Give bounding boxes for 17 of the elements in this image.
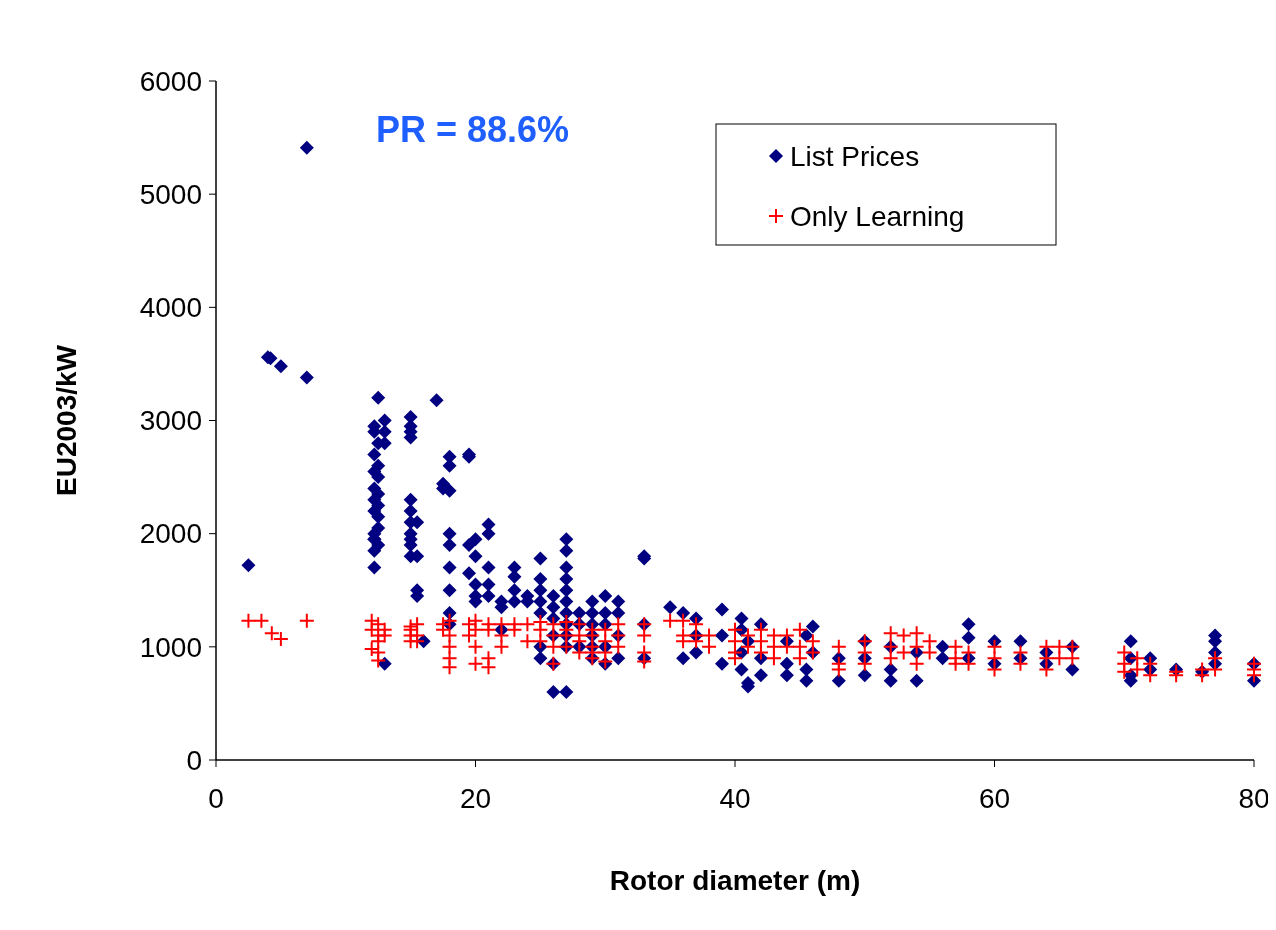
y-tick-label: 1000 [139, 631, 202, 663]
x-tick-label: 0 [208, 783, 224, 814]
y-tick-label: 0 [186, 744, 202, 776]
x-axis-title: Rotor diameter (m) [609, 865, 861, 896]
y-tick-label: 4000 [139, 292, 202, 324]
x-tick-label: 80 [1238, 783, 1270, 814]
x-tick-label: 40 [719, 783, 751, 814]
y-tick-label: 6000 [139, 65, 202, 97]
y-axis-title: EU2003/kW [51, 344, 82, 496]
y-tick-label: 3000 [139, 405, 202, 437]
y-tick-label: 2000 [139, 518, 202, 550]
legend-label: List Prices [790, 140, 920, 172]
x-tick-label: 20 [459, 783, 492, 814]
annotation: PR = 88.6% [376, 109, 570, 150]
y-tick-label: 5000 [139, 178, 202, 210]
x-tick-label: 60 [978, 783, 1011, 814]
legend-label: Only Learning [790, 200, 965, 232]
